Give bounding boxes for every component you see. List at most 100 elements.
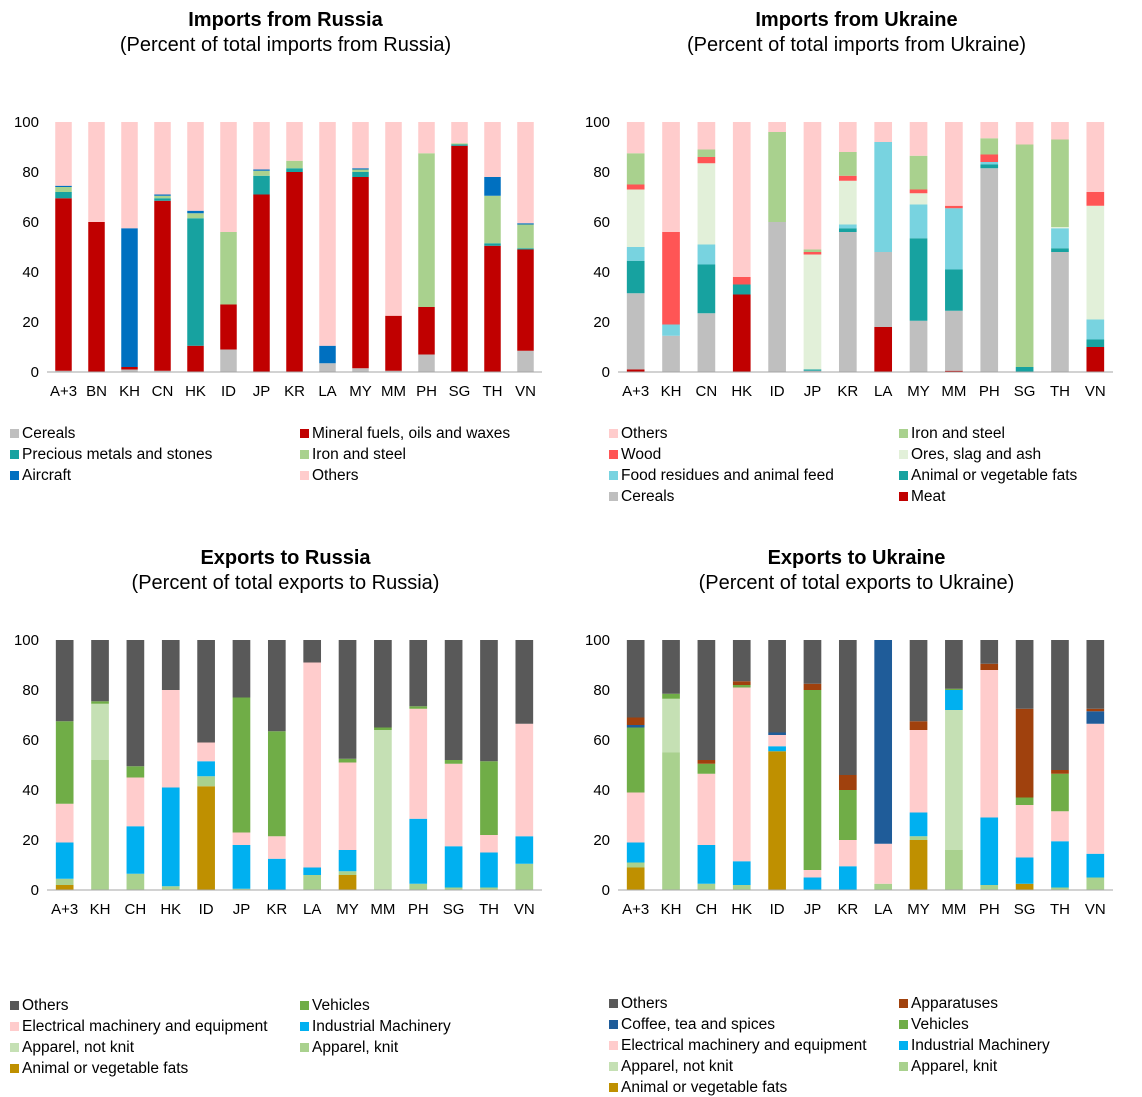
x-tick-label: CN bbox=[696, 383, 718, 400]
bar-segment-jp-apparatuses bbox=[803, 683, 822, 690]
bar-segment-kh-food-residues-and-animal-feed bbox=[662, 324, 680, 336]
y-tick-label: 40 bbox=[22, 782, 39, 799]
bar-segment-my-vehicles bbox=[338, 758, 357, 763]
bar-segment-mm-others bbox=[945, 122, 963, 206]
bar-segment-my-electrical-machinery-and-equipment bbox=[909, 730, 928, 813]
bar-segment-hk-electrical-machinery-and-equipment bbox=[161, 690, 180, 788]
legend-label: Vehicles bbox=[312, 997, 370, 1014]
x-tick-label: HK bbox=[185, 383, 206, 400]
legend-label: Cereals bbox=[621, 488, 675, 505]
bar-segment-kr-others bbox=[286, 122, 303, 161]
bar-segment-kr-ores-slag-and-ash bbox=[838, 180, 857, 225]
x-tick-label: TH bbox=[1050, 901, 1070, 918]
bar-segment-hk-vehicles bbox=[732, 685, 751, 688]
legend-item-vehicles: Vehicles bbox=[899, 1015, 1142, 1034]
x-tick-label: PH bbox=[979, 901, 1000, 918]
x-tick-label: MY bbox=[907, 383, 930, 400]
legend-item-apparel-knit: Apparel, knit bbox=[300, 1038, 560, 1057]
bar-segment-ph-cereals bbox=[418, 354, 435, 372]
bar-segment-ch-vehicles bbox=[697, 763, 716, 774]
bar-segment-a-3-iron-and-steel bbox=[55, 187, 72, 192]
bar-segment-cn-aircraft bbox=[154, 194, 171, 196]
legend-label: Wood bbox=[621, 446, 662, 463]
bar-segment-th-electrical-machinery-and-equipment bbox=[1051, 811, 1069, 842]
legend-item-electrical-machinery-and-equipment: Electrical machinery and equipment bbox=[609, 1036, 899, 1055]
bar-segment-hk-others bbox=[187, 122, 204, 211]
bar-segment-a-3-cereals bbox=[626, 293, 645, 370]
bar-segment-a-3-coffee-tea-and-spices bbox=[626, 725, 645, 728]
bar-segment-ph-others bbox=[980, 640, 999, 664]
legend-label: Animal or vegetable fats bbox=[22, 1060, 189, 1077]
legend-swatch bbox=[609, 492, 618, 501]
bar-segment-a-3-meat bbox=[626, 369, 645, 372]
bar-segment-th-cereals bbox=[1051, 252, 1069, 372]
stacked-bar-chart: 0 20 40 60 80 100 A+3 KH CH HK ID JP KR LA MY MM PH SG TH V… bbox=[585, 632, 1113, 918]
y-tick-label: 100 bbox=[585, 114, 610, 131]
bar-segment-a-3-vehicles bbox=[626, 727, 645, 793]
bar-segment-ph-others bbox=[418, 122, 435, 154]
x-tick-label: LA bbox=[874, 383, 892, 400]
legend-item-others: Others bbox=[300, 466, 560, 485]
bar-segment-id-industrial-machinery bbox=[768, 746, 786, 752]
bar-segment-cn-food-residues-and-animal-feed bbox=[697, 244, 716, 265]
bar-segment-sg-iron-and-steel bbox=[451, 143, 468, 145]
bar-segment-th-ores-slag-and-ash bbox=[1051, 227, 1069, 229]
bar-segment-kr-iron-and-steel bbox=[286, 160, 303, 169]
bar-segment-a-3-precious-metals-and-stones bbox=[55, 192, 72, 199]
bar-segment-a-3-ores-slag-and-ash bbox=[626, 189, 645, 247]
bar-segment-th-aircraft bbox=[484, 177, 501, 196]
chart-title: Exports to Ukraine bbox=[767, 547, 946, 569]
stacked-bar-chart: 0 20 40 60 80 100 A+3 KH CN HK ID JP KR LA MY MM PH SG TH V… bbox=[585, 114, 1113, 400]
y-tick-label: 80 bbox=[593, 164, 610, 181]
legend-label: Coffee, tea and spices bbox=[621, 1016, 775, 1033]
bar-segment-th-others bbox=[1051, 122, 1069, 140]
bar-segment-cn-others bbox=[697, 122, 716, 150]
y-tick-label: 40 bbox=[593, 264, 610, 281]
y-tick-label: 80 bbox=[593, 682, 610, 699]
legend-swatch bbox=[300, 450, 309, 459]
legend-item-animal-or-vegetable-fats: Animal or vegetable fats bbox=[609, 1078, 899, 1097]
x-tick-label: PH bbox=[416, 383, 437, 400]
bar-segment-hk-apparel-knit bbox=[161, 886, 180, 890]
bar-segment-ph-industrial-machinery bbox=[409, 818, 428, 884]
bar-segment-ch-apparel-knit bbox=[126, 873, 145, 890]
bar-segment-a-3-apparatuses bbox=[626, 717, 645, 725]
bar-segment-kr-precious-metals-and-stones bbox=[286, 168, 303, 172]
bar-segment-cn-iron-and-steel bbox=[697, 149, 716, 157]
bar-segment-my-others bbox=[338, 640, 357, 759]
bar-segment-a-3-apparel-knit bbox=[626, 862, 645, 868]
x-tick-label: KH bbox=[90, 901, 111, 918]
x-tick-label: MY bbox=[907, 901, 930, 918]
bar-segment-id-industrial-machinery bbox=[197, 761, 215, 777]
bar-segment-my-cereals bbox=[352, 368, 369, 372]
bar-segment-kr-vehicles bbox=[838, 790, 857, 840]
legend-item-apparel-knit: Apparel, knit bbox=[899, 1057, 1142, 1076]
bar-segment-cn-others bbox=[154, 122, 171, 195]
bar-segment-ph-food-residues-and-animal-feed bbox=[980, 162, 999, 165]
x-tick-label: VN bbox=[515, 383, 536, 400]
bar-segment-jp-animal-or-vegetable-fats bbox=[803, 369, 822, 371]
bar-segment-jp-mineral-fuels-oils-and-waxes bbox=[253, 194, 270, 372]
bar-segment-ph-others bbox=[409, 640, 428, 707]
bar-segment-a-3-animal-or-vegetable-fats bbox=[55, 885, 74, 890]
x-tick-label: VN bbox=[1085, 901, 1106, 918]
bar-segment-sg-others bbox=[1015, 640, 1034, 709]
y-tick-label: 100 bbox=[14, 114, 39, 131]
bar-segment-my-others bbox=[352, 122, 369, 169]
y-tick-label: 20 bbox=[593, 314, 610, 331]
legend-swatch bbox=[899, 429, 908, 438]
bar-segment-jp-iron-and-steel bbox=[803, 249, 822, 252]
x-tick-label: VN bbox=[1085, 383, 1106, 400]
legend-label: Animal or vegetable fats bbox=[911, 467, 1078, 484]
x-tick-label: ID bbox=[770, 901, 785, 918]
x-tick-label: SG bbox=[443, 901, 465, 918]
x-tick-label: MM bbox=[941, 383, 966, 400]
bar-segment-mm-others bbox=[385, 122, 402, 316]
bar-segment-a-3-electrical-machinery-and-equipment bbox=[626, 792, 645, 843]
bar-segment-id-animal-or-vegetable-fats bbox=[197, 786, 215, 890]
bar-segment-mm-food-residues-and-animal-feed bbox=[945, 208, 963, 270]
bar-segment-ph-vehicles bbox=[409, 706, 428, 709]
bar-segment-kr-industrial-machinery bbox=[838, 866, 857, 890]
bar-segment-cn-mineral-fuels-oils-and-waxes bbox=[154, 200, 171, 371]
x-tick-label: LA bbox=[318, 383, 336, 400]
